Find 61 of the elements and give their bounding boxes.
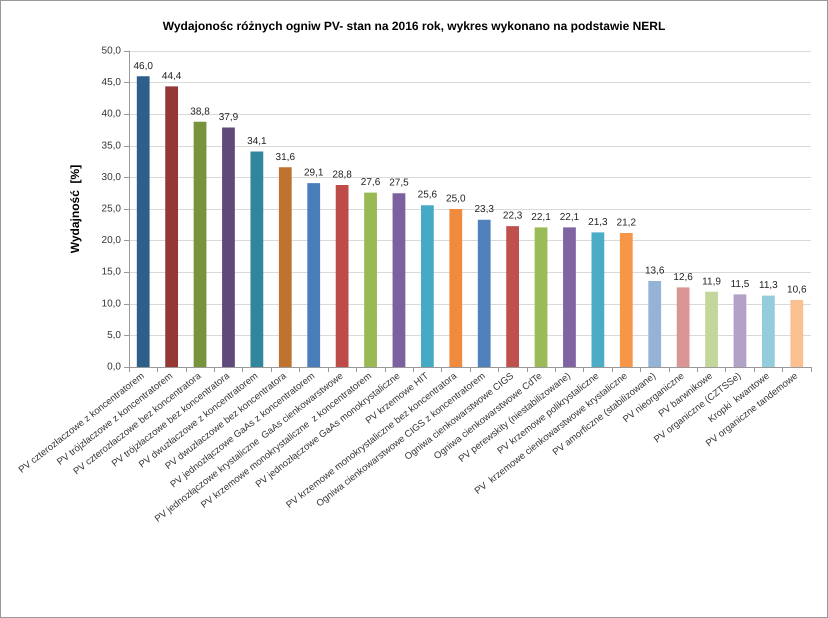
data-label: 25,0 [446,194,466,204]
data-label: 23,3 [474,204,494,216]
bar [165,86,178,367]
bar [591,232,604,367]
bar [563,227,576,367]
data-label: 25,6 [418,190,438,201]
data-label: 34,1 [247,136,268,147]
data-label: 21,2 [616,218,636,229]
bar [534,227,548,367]
data-label: 11,9 [702,276,722,288]
bar [734,294,746,367]
y-tick-label: 40,0 [102,108,122,120]
y-tick-label: 50,0 [102,46,122,56]
data-label: 27,5 [389,178,410,189]
data-label: 11,5 [730,278,750,290]
bar [392,193,406,367]
data-label: 38,8 [190,106,210,118]
data-label: 22,1 [560,212,580,223]
data-label: 22,1 [531,212,552,223]
bar [790,300,804,367]
data-label: 29,1 [304,168,324,179]
data-label: 11,3 [759,280,778,292]
bar [194,122,206,367]
y-tick-label: 30,0 [102,172,122,183]
y-tick-label: 0,0 [107,362,122,372]
bar [420,205,434,367]
bar [250,151,264,367]
bar [506,226,520,367]
y-tick-label: 35,0 [102,140,122,152]
bar [364,192,377,367]
bar [705,292,718,367]
bar [449,209,462,367]
data-label: 22,3 [502,210,523,222]
y-axis-title: Wydajność [%] [68,164,82,254]
chart-title: Wydajonośc różnych ogniw PV- stan na 2016 rok, wykres wykonano na podstawie NERL [162,19,666,33]
y-tick-label: 45,0 [102,77,122,88]
bar [762,296,775,367]
y-tick-label: 20,0 [102,235,122,246]
bar [620,233,633,367]
data-label: 12,6 [673,272,694,283]
data-label: 31,6 [276,152,296,163]
data-label: 13,6 [644,266,665,277]
data-label: 28,8 [332,169,352,180]
data-label: 46,0 [133,60,154,72]
y-tick-label: 5,0 [107,330,122,341]
bar [676,287,690,367]
data-label: 44,4 [162,70,182,82]
y-tick-label: 25,0 [102,204,122,214]
bar [336,184,349,367]
y-tick-label: 10,0 [102,298,122,310]
data-label: 10,6 [787,284,807,296]
data-label: 21,3 [588,216,608,228]
bar [278,167,292,367]
bar [136,76,150,367]
data-label: 37,9 [218,112,239,123]
data-label: 27,6 [360,177,381,188]
bar [648,281,662,367]
bar [478,220,491,367]
bar [307,183,320,367]
bar [222,127,235,367]
y-tick-label: 15,0 [102,266,122,278]
